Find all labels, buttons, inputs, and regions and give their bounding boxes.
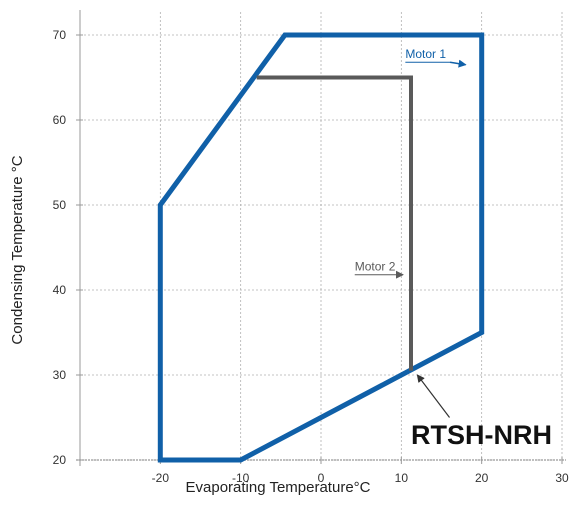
annotations: Motor 1 Motor 2 — [354, 47, 467, 418]
x-axis-title: Evaporating Temperature°C — [186, 479, 371, 496]
y-tick-label: 50 — [53, 198, 67, 212]
motor-1-envelope-line — [157, 32, 485, 463]
y-tick-label: 30 — [53, 368, 67, 382]
y-tick-label: 40 — [53, 283, 67, 297]
motor-2-legend-label: Motor 2 — [355, 260, 396, 274]
x-tick-label: 10 — [395, 471, 409, 485]
motor-1-legend-label: Motor 1 — [405, 47, 446, 61]
model-label: RTSH-NRH — [411, 420, 552, 450]
y-tick-label: 60 — [53, 113, 67, 127]
x-tick-label: 0 — [318, 471, 325, 485]
series-layer — [157, 32, 485, 463]
y-tick-label: 20 — [53, 453, 67, 467]
x-tick-label: 20 — [475, 471, 489, 485]
motor-1-pointer-arrow — [449, 59, 467, 68]
motor-2-envelope-line — [256, 75, 413, 371]
x-tick-label: -10 — [232, 471, 250, 485]
y-tick-label: 70 — [53, 28, 67, 42]
model-pointer-arrow — [416, 374, 451, 418]
x-tick-label: 30 — [555, 471, 569, 485]
tick-labels: -20 -10 0 10 20 30 20 30 40 50 60 70 — [53, 28, 569, 485]
x-tick-label: -20 — [152, 471, 170, 485]
y-axis-title: Condensing Temperature °C — [9, 155, 26, 344]
